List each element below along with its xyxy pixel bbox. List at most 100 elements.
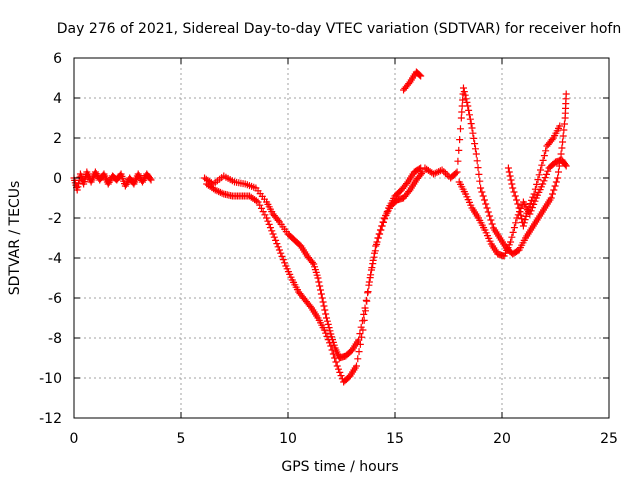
data-point-fill bbox=[337, 372, 345, 380]
data-point-fill bbox=[323, 317, 331, 325]
data-point-fill bbox=[306, 302, 314, 310]
data-point-fill bbox=[324, 320, 332, 328]
series-track-spur bbox=[400, 68, 425, 94]
data-point-fill bbox=[261, 211, 269, 219]
data-point bbox=[472, 150, 480, 158]
data-point bbox=[519, 222, 527, 230]
series-track-night bbox=[70, 168, 155, 194]
chart-title: Day 276 of 2021, Sidereal Day-to-day VTE… bbox=[57, 21, 621, 37]
data-point-fill bbox=[93, 171, 101, 179]
data-point-fill bbox=[526, 200, 534, 208]
data-point bbox=[147, 176, 155, 184]
data-point bbox=[104, 180, 112, 188]
data-point-fill bbox=[541, 174, 549, 182]
data-point bbox=[378, 222, 386, 230]
data-point-fill bbox=[511, 192, 519, 200]
data-point-fill bbox=[535, 171, 543, 179]
data-point-fill bbox=[507, 176, 515, 184]
data-point-fill bbox=[508, 233, 516, 241]
data-point-fill bbox=[213, 187, 221, 195]
data-point-fill bbox=[542, 147, 550, 155]
data-point-fill bbox=[440, 168, 448, 176]
data-point-fill bbox=[533, 180, 541, 188]
data-point-fill bbox=[316, 282, 324, 290]
x-tick-labels: 0 5 10 15 20 25 bbox=[70, 431, 618, 447]
y-tick-label: 2 bbox=[53, 131, 62, 147]
data-point-fill bbox=[531, 185, 539, 193]
data-point-fill bbox=[324, 336, 332, 344]
data-point-fill bbox=[368, 264, 376, 272]
data-point bbox=[438, 166, 446, 174]
data-point bbox=[73, 186, 81, 194]
data-point-fill bbox=[523, 209, 531, 217]
data-point-fill bbox=[522, 212, 530, 220]
data-point-fill bbox=[363, 297, 371, 305]
data-point-fill bbox=[517, 211, 525, 219]
data-point bbox=[562, 162, 570, 170]
data-point-fill bbox=[467, 120, 475, 128]
data-point-fill bbox=[105, 178, 113, 186]
data-point-fill bbox=[328, 346, 336, 354]
data-point-fill bbox=[552, 178, 560, 186]
series-track-tail bbox=[504, 122, 564, 230]
data-point-fill bbox=[146, 175, 154, 183]
data-point-fill bbox=[458, 108, 466, 116]
data-point-fill bbox=[374, 234, 382, 242]
data-point-fill bbox=[323, 332, 331, 340]
y-tick-label: 0 bbox=[53, 171, 62, 187]
data-point-fill bbox=[436, 167, 444, 175]
x-tick-label: 0 bbox=[70, 431, 79, 447]
data-point-fill bbox=[274, 216, 282, 224]
data-point bbox=[263, 214, 271, 222]
data-point bbox=[333, 362, 341, 370]
data-point-fill bbox=[335, 365, 343, 373]
data-point bbox=[539, 180, 547, 188]
data-point-fill bbox=[484, 208, 492, 216]
data-point-fill bbox=[355, 348, 363, 356]
data-point-fill bbox=[470, 134, 478, 142]
data-point-fill bbox=[534, 176, 542, 184]
data-point-fill bbox=[456, 125, 464, 133]
data-point-fill bbox=[456, 136, 464, 144]
data-point-fill bbox=[488, 220, 496, 228]
data-point-fill bbox=[543, 170, 551, 178]
data-point-fill bbox=[320, 302, 328, 310]
x-tick-label: 20 bbox=[493, 431, 511, 447]
data-point bbox=[320, 326, 328, 334]
data-point-fill bbox=[322, 329, 330, 337]
data-point bbox=[365, 278, 373, 286]
data-point bbox=[453, 168, 461, 176]
data-point-fill bbox=[308, 258, 316, 266]
data-point-fill bbox=[527, 207, 535, 215]
y-tick-label: -6 bbox=[48, 291, 62, 307]
data-point-fill bbox=[270, 233, 278, 241]
data-point-fill bbox=[373, 238, 381, 246]
data-point bbox=[211, 186, 219, 194]
data-point-fill bbox=[554, 168, 562, 176]
data-point-fill bbox=[478, 188, 486, 196]
data-point bbox=[318, 294, 326, 302]
data-point-fill bbox=[486, 212, 494, 220]
plot-frame bbox=[73, 57, 610, 419]
data-point-fill bbox=[460, 88, 468, 96]
data-point-fill bbox=[325, 324, 333, 332]
data-point-fill bbox=[443, 171, 451, 179]
data-point bbox=[547, 194, 555, 202]
data-point-fill bbox=[273, 240, 281, 248]
data-point-fill bbox=[418, 170, 426, 178]
data-point-fill bbox=[279, 256, 287, 264]
data-point-fill bbox=[329, 350, 337, 358]
data-point-fill bbox=[559, 138, 567, 146]
data-point-fill bbox=[218, 189, 226, 197]
data-point-fill bbox=[358, 333, 366, 341]
data-point-fill bbox=[513, 196, 521, 204]
data-point bbox=[134, 170, 142, 178]
data-point-fill bbox=[465, 106, 473, 114]
data-point-fill bbox=[379, 218, 387, 226]
data-point-fill bbox=[514, 200, 522, 208]
data-point bbox=[459, 84, 467, 92]
data-point-fill bbox=[278, 252, 286, 260]
data-point-fill bbox=[442, 169, 450, 177]
data-point-fill bbox=[403, 180, 411, 188]
